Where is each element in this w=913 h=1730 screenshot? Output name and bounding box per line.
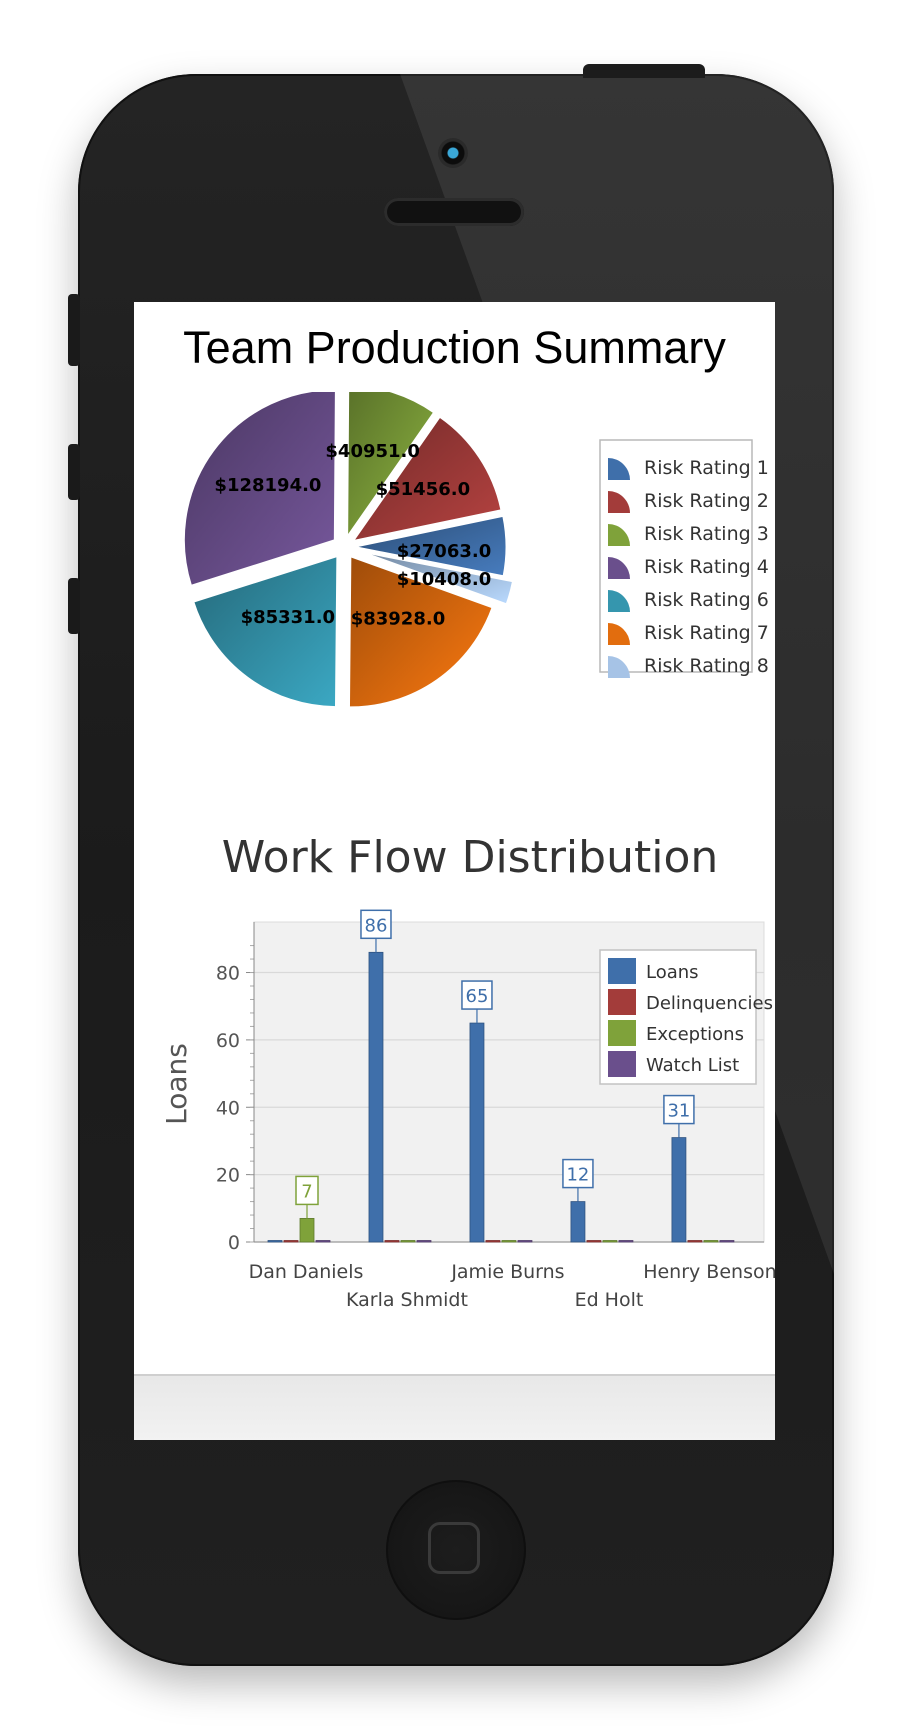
legend-swatch <box>608 590 630 612</box>
bar-chart-title: Work Flow Distribution <box>222 832 719 883</box>
bar-exceptions <box>501 1240 517 1243</box>
bar-data-label: 31 <box>667 1101 690 1122</box>
y-tick-label: 40 <box>216 1097 240 1119</box>
pie-data-label: $83928.0 <box>351 609 446 630</box>
legend-swatch <box>608 491 630 513</box>
bar-watch-list <box>517 1240 533 1243</box>
home-button[interactable] <box>386 1480 526 1620</box>
legend-label: Risk Rating 4 <box>644 556 769 578</box>
bar-delinquencies <box>485 1240 501 1243</box>
pie-data-label: $40951.0 <box>325 441 420 462</box>
legend-label: Loans <box>646 962 699 983</box>
bar-delinquencies <box>687 1240 703 1243</box>
bar-loans <box>368 951 384 1243</box>
data-label-box <box>295 1175 319 1206</box>
x-tick-label: Jamie Burns <box>450 1261 564 1283</box>
x-tick-label: Karla Shmidt <box>346 1289 468 1311</box>
pie-slice-risk-rating-1 <box>355 515 507 577</box>
legend-swatch <box>608 1020 636 1046</box>
legend-swatch <box>608 623 630 645</box>
page-title: Team Production Summary <box>183 322 726 373</box>
bar-watch-list <box>618 1240 634 1243</box>
bottom-panel <box>134 1374 775 1440</box>
bar-delinquencies <box>586 1240 602 1243</box>
bar-exceptions <box>602 1240 618 1243</box>
volume-down-button[interactable] <box>68 578 80 634</box>
bar-watch-list <box>416 1240 432 1243</box>
pie-slice-risk-rating-2 <box>352 416 502 542</box>
volume-up-button[interactable] <box>68 444 80 500</box>
legend-swatch <box>608 524 630 546</box>
data-label-box <box>663 1094 695 1125</box>
bar-delinquencies <box>384 1240 400 1243</box>
pie-slice-risk-rating-4 <box>183 392 336 586</box>
risk-rating-pie-chart: $27063.0 $10408.0 $83928.0 $85331.0 $128194.… <box>183 392 769 708</box>
bar-data-label: 65 <box>466 986 489 1007</box>
legend-label: Exceptions <box>646 1024 744 1045</box>
legend-label: Risk Rating 3 <box>644 523 769 545</box>
pie-slice-risk-rating-3 <box>347 392 435 538</box>
bar-delinquencies <box>283 1240 299 1243</box>
pie-data-label: $128194.0 <box>214 475 321 496</box>
bar-data-label: 86 <box>365 915 388 936</box>
y-axis-label: Loans <box>160 1043 193 1125</box>
legend-label: Watch List <box>646 1055 739 1076</box>
pie-data-label: $85331.0 <box>241 607 336 628</box>
x-tick-label: Ed Holt <box>575 1289 644 1311</box>
y-tick-label: 60 <box>216 1030 240 1052</box>
data-label-box <box>562 1158 594 1189</box>
bar-exceptions <box>400 1240 416 1243</box>
mute-switch[interactable] <box>68 294 80 366</box>
pie-slice-risk-rating-6 <box>193 555 338 708</box>
pie-data-label: $51456.0 <box>376 479 471 500</box>
pie-data-label: $27063.0 <box>397 541 492 562</box>
legend-label: Risk Rating 7 <box>644 622 769 644</box>
pie-slice-risk-rating-7 <box>348 556 493 708</box>
bar-data-label: 12 <box>566 1165 589 1186</box>
bar-loans <box>570 1201 586 1243</box>
bar-watch-list <box>315 1240 331 1243</box>
bar-loans <box>671 1137 687 1243</box>
work-flow-bar-chart: Work Flow Distribution 0 20 40 60 80 7 86 65 12… <box>160 832 775 1311</box>
legend-swatch <box>608 656 630 678</box>
legend-label: Risk Rating 2 <box>644 490 769 512</box>
legend-swatch <box>608 1051 636 1077</box>
legend-label: Delinquencies <box>646 993 773 1014</box>
legend-label: Risk Rating 6 <box>644 589 769 611</box>
legend-swatch <box>608 557 630 579</box>
legend-swatch <box>608 989 636 1015</box>
power-button[interactable] <box>583 64 705 78</box>
bar-exceptions <box>703 1240 719 1243</box>
bar-loans <box>469 1022 485 1243</box>
bar-exceptions <box>299 1218 315 1243</box>
data-label-box <box>461 980 493 1010</box>
x-tick-label: Henry Benson <box>643 1261 775 1283</box>
legend-label: Risk Rating 1 <box>644 457 769 479</box>
phone-screen: Team Production Summary $27063.0 $10408.0… <box>134 302 775 1440</box>
front-camera-icon <box>438 138 468 168</box>
legend-label: Risk Rating 8 <box>644 655 769 677</box>
speaker-grille <box>384 198 524 226</box>
legend-swatch <box>608 958 636 984</box>
bar-loans <box>267 1240 283 1243</box>
pie-slice-risk-rating-8 <box>365 552 514 605</box>
bar-data-label: 7 <box>301 1181 312 1202</box>
x-tick-label: Dan Daniels <box>249 1261 364 1283</box>
y-tick-label: 20 <box>216 1165 240 1187</box>
y-tick-label: 0 <box>228 1232 240 1254</box>
home-square-icon <box>428 1522 480 1574</box>
legend-swatch <box>608 458 630 480</box>
y-tick-label: 80 <box>216 963 240 985</box>
bar-watch-list <box>719 1240 735 1243</box>
pie-data-label: $10408.0 <box>397 569 492 590</box>
data-label-box <box>360 909 392 940</box>
